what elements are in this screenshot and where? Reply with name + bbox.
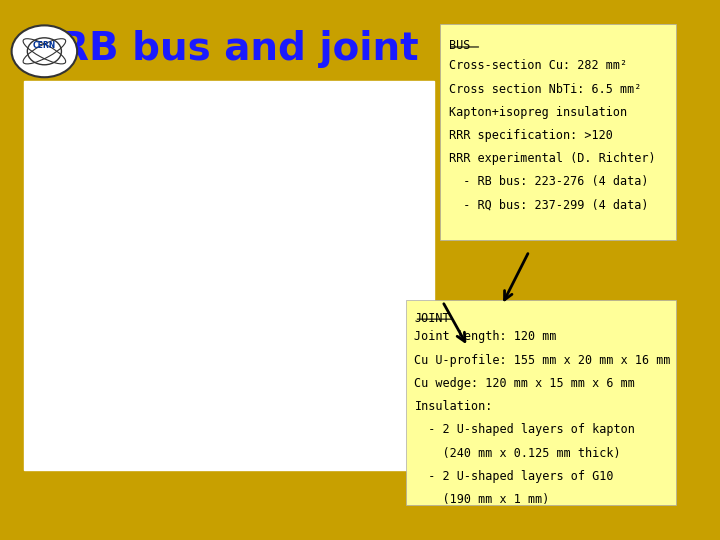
Text: Joint length: 120 mm: Joint length: 120 mm bbox=[415, 330, 557, 343]
Text: JOINT: JOINT bbox=[415, 312, 450, 325]
Text: Insulation:: Insulation: bbox=[415, 400, 492, 413]
Text: Cu U-profile: 155 mm x 20 mm x 16 mm: Cu U-profile: 155 mm x 20 mm x 16 mm bbox=[415, 354, 671, 367]
Text: Kapton+isopreg insulation: Kapton+isopreg insulation bbox=[449, 106, 626, 119]
FancyBboxPatch shape bbox=[406, 300, 676, 505]
Text: RRR specification: >120: RRR specification: >120 bbox=[449, 129, 613, 142]
Circle shape bbox=[12, 25, 77, 77]
FancyBboxPatch shape bbox=[441, 24, 676, 240]
Text: - RB bus: 223-276 (4 data): - RB bus: 223-276 (4 data) bbox=[449, 176, 648, 188]
Text: Cross-section Cu: 282 mm²: Cross-section Cu: 282 mm² bbox=[449, 59, 626, 72]
Text: Cu wedge: 120 mm x 15 mm x 6 mm: Cu wedge: 120 mm x 15 mm x 6 mm bbox=[415, 377, 635, 390]
Text: - 2 U-shaped layers of G10: - 2 U-shaped layers of G10 bbox=[415, 470, 614, 483]
Text: CERN: CERN bbox=[32, 41, 56, 50]
Text: BUS: BUS bbox=[449, 39, 470, 52]
Text: RB bus and joint: RB bus and joint bbox=[59, 30, 419, 68]
Text: RRR experimental (D. Richter): RRR experimental (D. Richter) bbox=[449, 152, 655, 165]
Text: (240 mm x 0.125 mm thick): (240 mm x 0.125 mm thick) bbox=[415, 447, 621, 460]
Text: - RQ bus: 237-299 (4 data): - RQ bus: 237-299 (4 data) bbox=[449, 199, 648, 212]
Text: - 2 U-shaped layers of kapton: - 2 U-shaped layers of kapton bbox=[415, 423, 635, 436]
Text: Cross section NbTi: 6.5 mm²: Cross section NbTi: 6.5 mm² bbox=[449, 83, 641, 96]
Text: (190 mm x 1 mm): (190 mm x 1 mm) bbox=[415, 493, 550, 506]
FancyBboxPatch shape bbox=[24, 81, 433, 470]
